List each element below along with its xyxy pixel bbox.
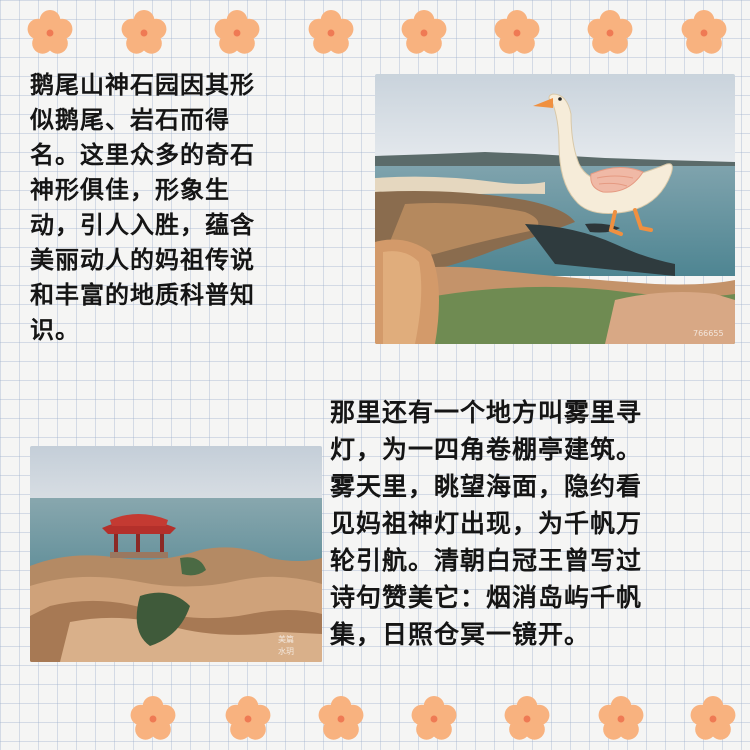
photo-watermark-brand: 美篇 xyxy=(278,634,294,644)
fog-lamp-text: 那里还有一个地方叫雾里寻 灯，为一四角卷棚亭建筑。 雾天里，眺望海面，隐约看 见… xyxy=(330,398,643,649)
flower-icon xyxy=(308,10,354,54)
flower-icon xyxy=(121,10,167,54)
goose-illustration xyxy=(533,93,673,236)
flower-icon xyxy=(411,696,457,740)
flower-icon xyxy=(598,696,644,740)
flower-icon xyxy=(225,696,271,740)
flower-icon xyxy=(318,696,364,740)
flower-icon xyxy=(214,10,260,54)
photo-watermark-user: 水玥 xyxy=(278,646,294,656)
top-flower-border xyxy=(0,0,750,60)
goose-tail-mountain-text: 鹅尾山神石园因其形 似鹅尾、岩石而得 名。这里众多的奇石 神形俱佳，形象生 动，… xyxy=(30,71,255,344)
bottom-flower-border xyxy=(0,688,750,748)
coastline-photo: 766655 xyxy=(375,74,735,344)
flower-icon xyxy=(504,696,550,740)
flower-icon xyxy=(27,10,73,54)
flower-icon xyxy=(681,10,727,54)
pavilion-illustration xyxy=(102,514,176,558)
flower-icon xyxy=(494,10,540,54)
photo-watermark: 766655 xyxy=(693,329,724,338)
flower-icon xyxy=(690,696,736,740)
flower-icon xyxy=(587,10,633,54)
pavilion-photo: 美篇 水玥 xyxy=(30,446,322,662)
flower-icon xyxy=(130,696,176,740)
flower-icon xyxy=(401,10,447,54)
